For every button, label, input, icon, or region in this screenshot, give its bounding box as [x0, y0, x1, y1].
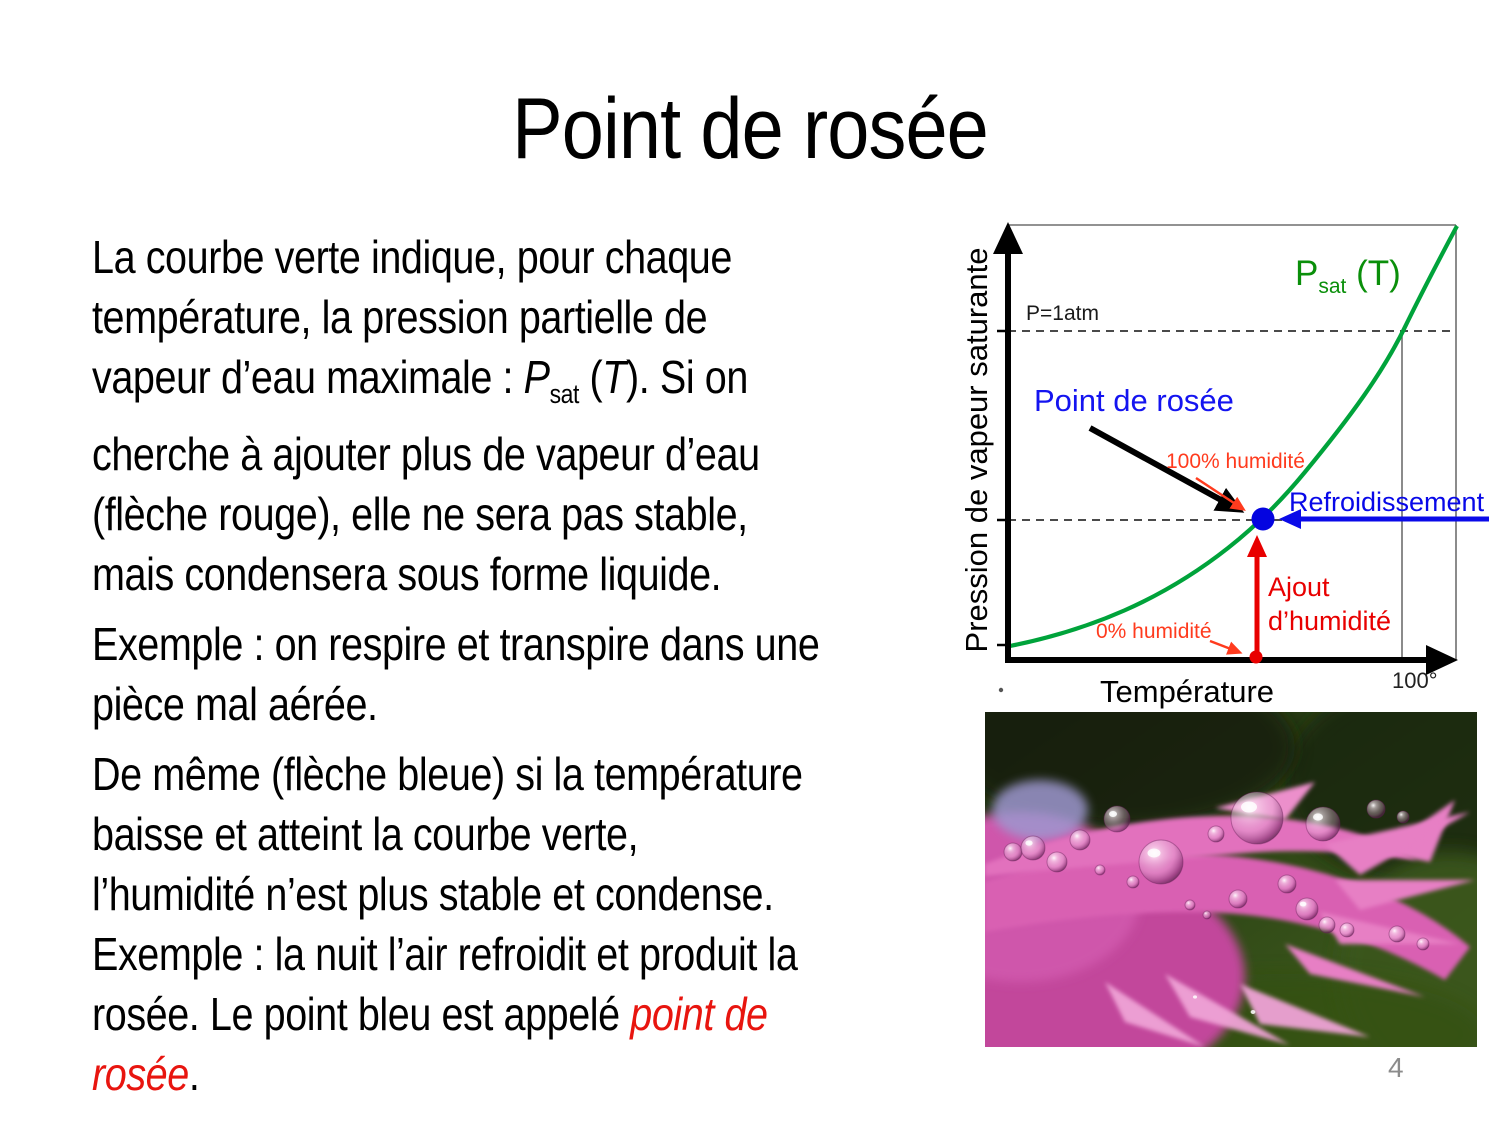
flower-petals — [985, 780, 1475, 1047]
text-line: La courbe verte indique, pour chaque — [92, 231, 732, 283]
text-line: température, la pression partielle de — [92, 291, 708, 343]
dew-droplets — [1003, 791, 1430, 951]
humidity-100-arrow — [1195, 476, 1246, 511]
text-segment: ). Si on — [626, 351, 748, 403]
text-segment: . — [188, 1048, 200, 1101]
curve-label-sub: sat — [1318, 275, 1347, 298]
droplet-highlights — [1025, 801, 1323, 1014]
chart-canvas — [993, 222, 1489, 693]
dew-point-term: point de — [630, 988, 768, 1041]
x-100-label: 100° — [1392, 668, 1438, 693]
stray-dot — [998, 687, 1004, 693]
text-line: rosée. Le point bleu est appelé point de — [92, 984, 952, 1044]
saturation-curve — [1009, 225, 1459, 649]
text-line: vapeur d’eau maximale : Psat (T). Si on — [92, 347, 952, 424]
text-line: (flèche rouge), elle ne sera pas stable, — [92, 488, 748, 541]
text-line: baisse et atteint la courbe verte, — [92, 808, 639, 861]
x-axis-label: Température — [1100, 674, 1275, 709]
text-segment: rosée. Le point bleu est appelé — [92, 988, 631, 1041]
text-line: rosée. — [92, 1044, 952, 1104]
dew-point-dot — [1251, 507, 1275, 531]
text-line: De même (flèche bleue) si la température — [92, 748, 803, 801]
text-line: cherche à ajouter plus de vapeur d’eau — [92, 428, 760, 481]
psat-subscript: sat — [549, 379, 580, 410]
paragraph-1: La courbe verte indique, pour chaque tem… — [92, 227, 952, 604]
curve-label: Psat (T) — [1295, 254, 1401, 299]
text-line: mais condensera sous forme liquide. — [92, 548, 722, 601]
curve-label-arg: (T) — [1346, 254, 1401, 293]
humidity-0-arrow — [1209, 639, 1243, 655]
text-segment: ( — [578, 351, 603, 403]
page-number: 4 — [1388, 1052, 1404, 1083]
text-line: Exemple : on respire et transpire dans u… — [92, 618, 820, 671]
body-text: La courbe verte indique, pour chaque tem… — [92, 227, 952, 1114]
page-title: Point de rosée — [512, 81, 989, 177]
paragraph-2: Exemple : on respire et transpire dans u… — [92, 614, 952, 734]
text-line: l’humidité n’est plus stable et condense… — [92, 868, 774, 921]
paragraph-3: De même (flèche bleue) si la température… — [92, 744, 952, 1104]
dew-point-term: rosée — [92, 1048, 189, 1101]
humidity-0-label: 0% humidité — [1096, 620, 1212, 643]
humidity-0-point — [1249, 650, 1263, 664]
text-segment: vapeur d’eau maximale : — [92, 351, 524, 403]
add-humidity-line2: d’humidité — [1268, 606, 1392, 636]
text-line: pièce mal aérée. — [92, 678, 378, 731]
dew-point-arrow — [1088, 425, 1245, 513]
cooling-label: Refroidissement — [1289, 487, 1485, 517]
add-humidity-label: Ajout d’humidité — [1268, 570, 1391, 638]
text-line: Exemple : la nuit l’air refroidit et pro… — [92, 928, 798, 981]
dew-flower-photo — [985, 712, 1477, 1047]
pressure-1atm-label: P=1atm — [1026, 302, 1099, 325]
y-axis-label: Pression de vapeur saturante — [959, 247, 994, 653]
curve-label-p: P — [1295, 254, 1319, 293]
add-humidity-line1: Ajout — [1268, 572, 1330, 602]
humidity-100-label: 100% humidité — [1166, 450, 1305, 473]
temperature-symbol: T — [602, 351, 627, 403]
photo-canvas — [985, 712, 1477, 1047]
dew-point-label: Point de rosée — [1034, 383, 1234, 418]
psat-symbol: P — [523, 351, 550, 403]
